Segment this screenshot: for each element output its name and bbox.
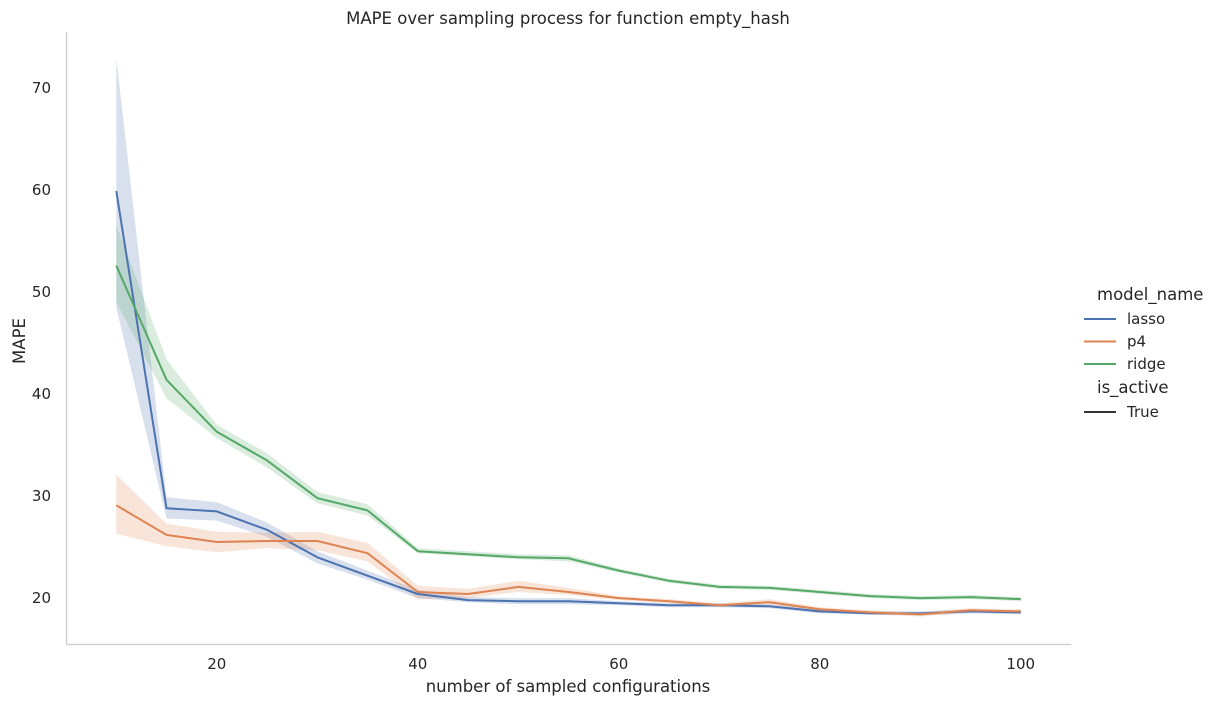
- confidence-band-ridge: [116, 224, 1021, 602]
- chart-title: MAPE over sampling process for function …: [346, 9, 790, 29]
- y-tick-label: 70: [32, 79, 51, 97]
- x-tick-labels: 20 40 60 80 100: [207, 655, 1035, 673]
- y-tick-labels: 20 30 40 50 60 70: [32, 79, 51, 607]
- x-tick-label: 80: [810, 655, 829, 673]
- legend-label-ridge: ridge: [1127, 355, 1166, 373]
- series-line-ridge: [115, 265, 1021, 601]
- legend-label-p4: p4: [1127, 333, 1146, 351]
- series-lines: [115, 190, 1021, 616]
- x-tick-label: 60: [609, 655, 628, 673]
- legend-style-label-true: True: [1126, 403, 1159, 421]
- y-tick-label: 20: [32, 589, 51, 607]
- legend-style-title: is_active: [1097, 378, 1169, 398]
- x-tick-label: 40: [408, 655, 427, 673]
- y-tick-label: 50: [32, 283, 51, 301]
- y-tick-label: 60: [32, 181, 51, 199]
- y-tick-label: 30: [32, 487, 51, 505]
- x-axis-label: number of sampled configurations: [426, 677, 711, 696]
- legend: model_name lasso p4 ridge is_active True: [1084, 285, 1203, 421]
- series-line-lasso: [115, 190, 1021, 615]
- x-tick-label: 20: [207, 655, 226, 673]
- series-line-p4: [115, 504, 1021, 616]
- confidence-bands: [116, 58, 1021, 617]
- confidence-band-lasso: [116, 58, 1021, 616]
- x-tick-label: 100: [1006, 655, 1035, 673]
- legend-hue-entries: lasso p4 ridge: [1084, 310, 1166, 373]
- legend-hue-title: model_name: [1097, 285, 1203, 305]
- y-axis-label: MAPE: [10, 318, 29, 364]
- legend-label-lasso: lasso: [1127, 310, 1165, 328]
- y-tick-label: 40: [32, 385, 51, 403]
